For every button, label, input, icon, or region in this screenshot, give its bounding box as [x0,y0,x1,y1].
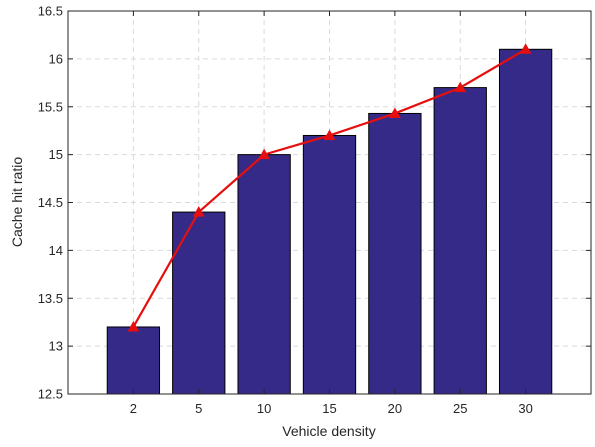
trend-line [127,43,532,332]
y-tick-label: 15.5 [38,99,63,114]
x-tick-label: 25 [453,401,467,416]
bar-20 [368,112,422,395]
line-marker-15 [323,129,336,140]
line-marker-20 [389,107,401,118]
bar-15 [302,134,357,395]
x-tick-label: 15 [322,401,336,416]
y-tick-label: 14 [49,243,63,258]
x-tick-label: 10 [257,401,271,416]
bar-5 [172,211,226,395]
x-tick-label: 20 [388,401,402,416]
x-tick-label: 5 [195,401,202,416]
x-axis-label: Vehicle density [282,423,375,439]
line-marker-25 [454,81,467,93]
x-tick-label: 2 [130,401,137,416]
y-tick-label: 12.5 [38,387,63,402]
y-axis-label: Cache hit ratio [9,157,25,247]
y-tick-label: 16.5 [38,4,63,19]
line-marker-2 [127,320,140,332]
line-marker-5 [192,206,205,217]
y-tick-label: 13 [49,339,63,354]
y-tick-label: 16 [49,51,63,66]
y-tick-label: 15 [49,147,63,162]
x-axis-ticks: 2 5 10 15 20 25 30 [130,11,533,416]
bar-30 [498,48,553,395]
bar-10 [237,154,291,395]
line-marker-10 [258,148,270,160]
y-tick-label: 13.5 [38,291,63,306]
bar-25 [433,87,487,395]
y-axis-ticks: 12.5 13 13.5 14 14.5 15 15.5 16 16.5 [38,4,591,402]
bar-2 [106,326,161,395]
y-tick-label: 14.5 [38,195,63,210]
x-tick-label: 30 [518,401,532,416]
line-marker-30 [519,43,532,54]
